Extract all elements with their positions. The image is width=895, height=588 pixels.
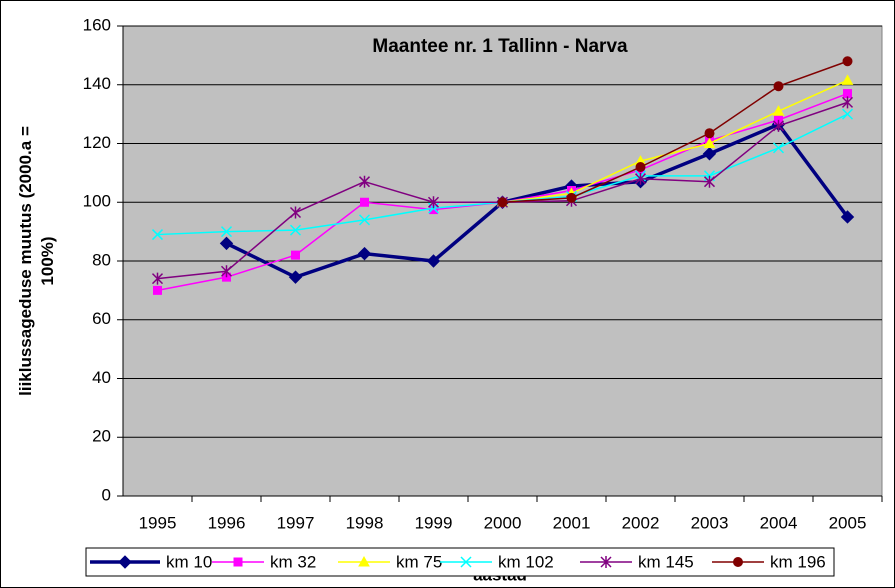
marker bbox=[118, 555, 132, 569]
marker bbox=[288, 270, 303, 284]
y-tick-label: 120 bbox=[83, 133, 111, 152]
marker bbox=[427, 196, 440, 209]
marker bbox=[357, 246, 372, 261]
x-tick-label: 2002 bbox=[622, 513, 660, 532]
x-tick-label: 1995 bbox=[139, 513, 177, 532]
marker bbox=[289, 224, 302, 236]
y-tick-label: 100 bbox=[83, 192, 111, 211]
legend-label: km 10 bbox=[166, 552, 212, 571]
marker bbox=[772, 142, 785, 154]
x-tick-label: 1999 bbox=[415, 513, 453, 532]
marker bbox=[600, 556, 612, 568]
y-axis-label: liiklussageduse muutus (2000.a = 100%) bbox=[16, 126, 57, 396]
chart-title: Maantee nr. 1 Tallinn - Narva bbox=[372, 36, 628, 57]
marker bbox=[843, 89, 852, 99]
x-tick-label: 2004 bbox=[760, 513, 798, 532]
series-line bbox=[502, 60, 848, 203]
marker bbox=[842, 56, 853, 67]
marker bbox=[733, 557, 743, 567]
marker bbox=[219, 236, 234, 251]
marker bbox=[773, 81, 784, 92]
marker bbox=[220, 226, 233, 238]
x-tick-label: 1998 bbox=[346, 513, 384, 532]
marker bbox=[220, 265, 233, 278]
marker bbox=[772, 119, 785, 132]
legend-label: km 145 bbox=[638, 552, 694, 571]
legend-label: km 75 bbox=[396, 552, 442, 571]
legend-label: km 196 bbox=[770, 552, 826, 571]
marker bbox=[635, 162, 646, 172]
x-tick-label: 2000 bbox=[484, 513, 522, 532]
series-line bbox=[225, 122, 849, 280]
marker bbox=[358, 175, 371, 188]
marker bbox=[151, 229, 164, 241]
marker bbox=[151, 272, 164, 285]
y-tick-label: 20 bbox=[92, 427, 111, 446]
marker bbox=[358, 214, 371, 226]
y-tick-label: 0 bbox=[102, 485, 111, 504]
x-tick-label: 1996 bbox=[208, 513, 246, 532]
marker bbox=[497, 197, 508, 208]
marker bbox=[772, 105, 785, 116]
marker bbox=[841, 96, 854, 109]
marker bbox=[291, 250, 300, 260]
marker bbox=[289, 206, 302, 219]
marker bbox=[358, 555, 370, 567]
marker bbox=[702, 147, 717, 161]
marker bbox=[360, 197, 369, 207]
legend-label: km 32 bbox=[270, 552, 316, 571]
marker bbox=[841, 74, 854, 85]
marker bbox=[460, 556, 472, 568]
x-tick-label: 1997 bbox=[277, 513, 315, 532]
marker bbox=[153, 285, 162, 295]
marker bbox=[233, 557, 243, 567]
y-tick-label: 40 bbox=[92, 368, 111, 387]
marker bbox=[704, 128, 715, 139]
grid: 0 20 40 60 80 100 120 140 160 1995 1996 1997 1998 199… bbox=[83, 15, 883, 532]
series-layer bbox=[151, 56, 855, 295]
marker bbox=[703, 175, 716, 188]
marker bbox=[703, 137, 716, 148]
x-tick-label: 2003 bbox=[691, 513, 729, 532]
marker bbox=[426, 254, 441, 268]
y-tick-label: 140 bbox=[83, 74, 111, 93]
marker bbox=[634, 172, 647, 185]
y-tick-label: 80 bbox=[92, 250, 111, 269]
y-tick-label: 160 bbox=[83, 15, 111, 34]
x-tick-label: 2001 bbox=[553, 513, 591, 532]
x-tick-label: 2005 bbox=[829, 513, 867, 532]
marker bbox=[841, 108, 854, 120]
marker bbox=[566, 192, 577, 203]
y-tick-label: 60 bbox=[92, 309, 111, 328]
marker bbox=[840, 210, 855, 224]
series-line bbox=[502, 79, 848, 203]
legend-items: km 10 km 32 km 75 km 102 km 145 km 196 bbox=[90, 552, 826, 571]
legend-label: km 102 bbox=[498, 552, 554, 571]
